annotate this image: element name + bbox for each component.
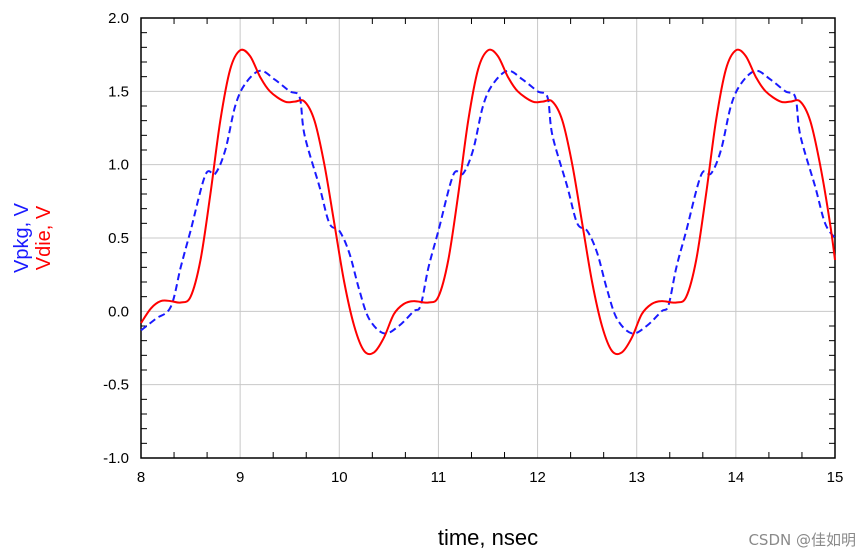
y-tick-label: 0.0 bbox=[108, 303, 129, 320]
y-tick-label: 0.5 bbox=[108, 230, 129, 247]
x-tick-label: 14 bbox=[728, 469, 745, 486]
x-tick-label: 11 bbox=[431, 469, 447, 486]
y-axis-ticks: -1.0 -0.5 0.0 0.5 1.0 1.5 2.0 bbox=[103, 10, 129, 467]
watermark: CSDN @佳如明 bbox=[748, 531, 856, 549]
x-axis-ticks: 8 9 10 11 12 13 14 15 bbox=[137, 469, 844, 486]
y-tick-label: 1.5 bbox=[108, 83, 129, 100]
x-tick-label: 10 bbox=[331, 469, 348, 486]
x-axis-label: time, nsec bbox=[438, 525, 538, 550]
y-tick-label: 2.0 bbox=[108, 10, 129, 27]
y-tick-label: -1.0 bbox=[103, 450, 129, 467]
x-tick-label: 12 bbox=[529, 469, 546, 486]
plot-frame bbox=[140, 17, 836, 459]
series-lines bbox=[140, 48, 836, 356]
minor-ticks bbox=[141, 18, 835, 458]
x-tick-label: 9 bbox=[236, 469, 244, 486]
x-tick-label: 8 bbox=[137, 469, 145, 486]
y-tick-label: 1.0 bbox=[108, 157, 129, 174]
y-tick-label: -0.5 bbox=[103, 377, 129, 394]
y-axis-labels: Vpkg, V Vdie, V bbox=[11, 202, 55, 273]
series-line-vpkg bbox=[140, 69, 836, 335]
x-tick-label: 13 bbox=[628, 469, 645, 486]
x-tick-label: 15 bbox=[827, 469, 844, 486]
y-axis-label-vdie: Vdie, V bbox=[33, 205, 55, 270]
series-line-vdie bbox=[140, 48, 836, 356]
y-axis-label-vpkg: Vpkg, V bbox=[11, 202, 33, 273]
